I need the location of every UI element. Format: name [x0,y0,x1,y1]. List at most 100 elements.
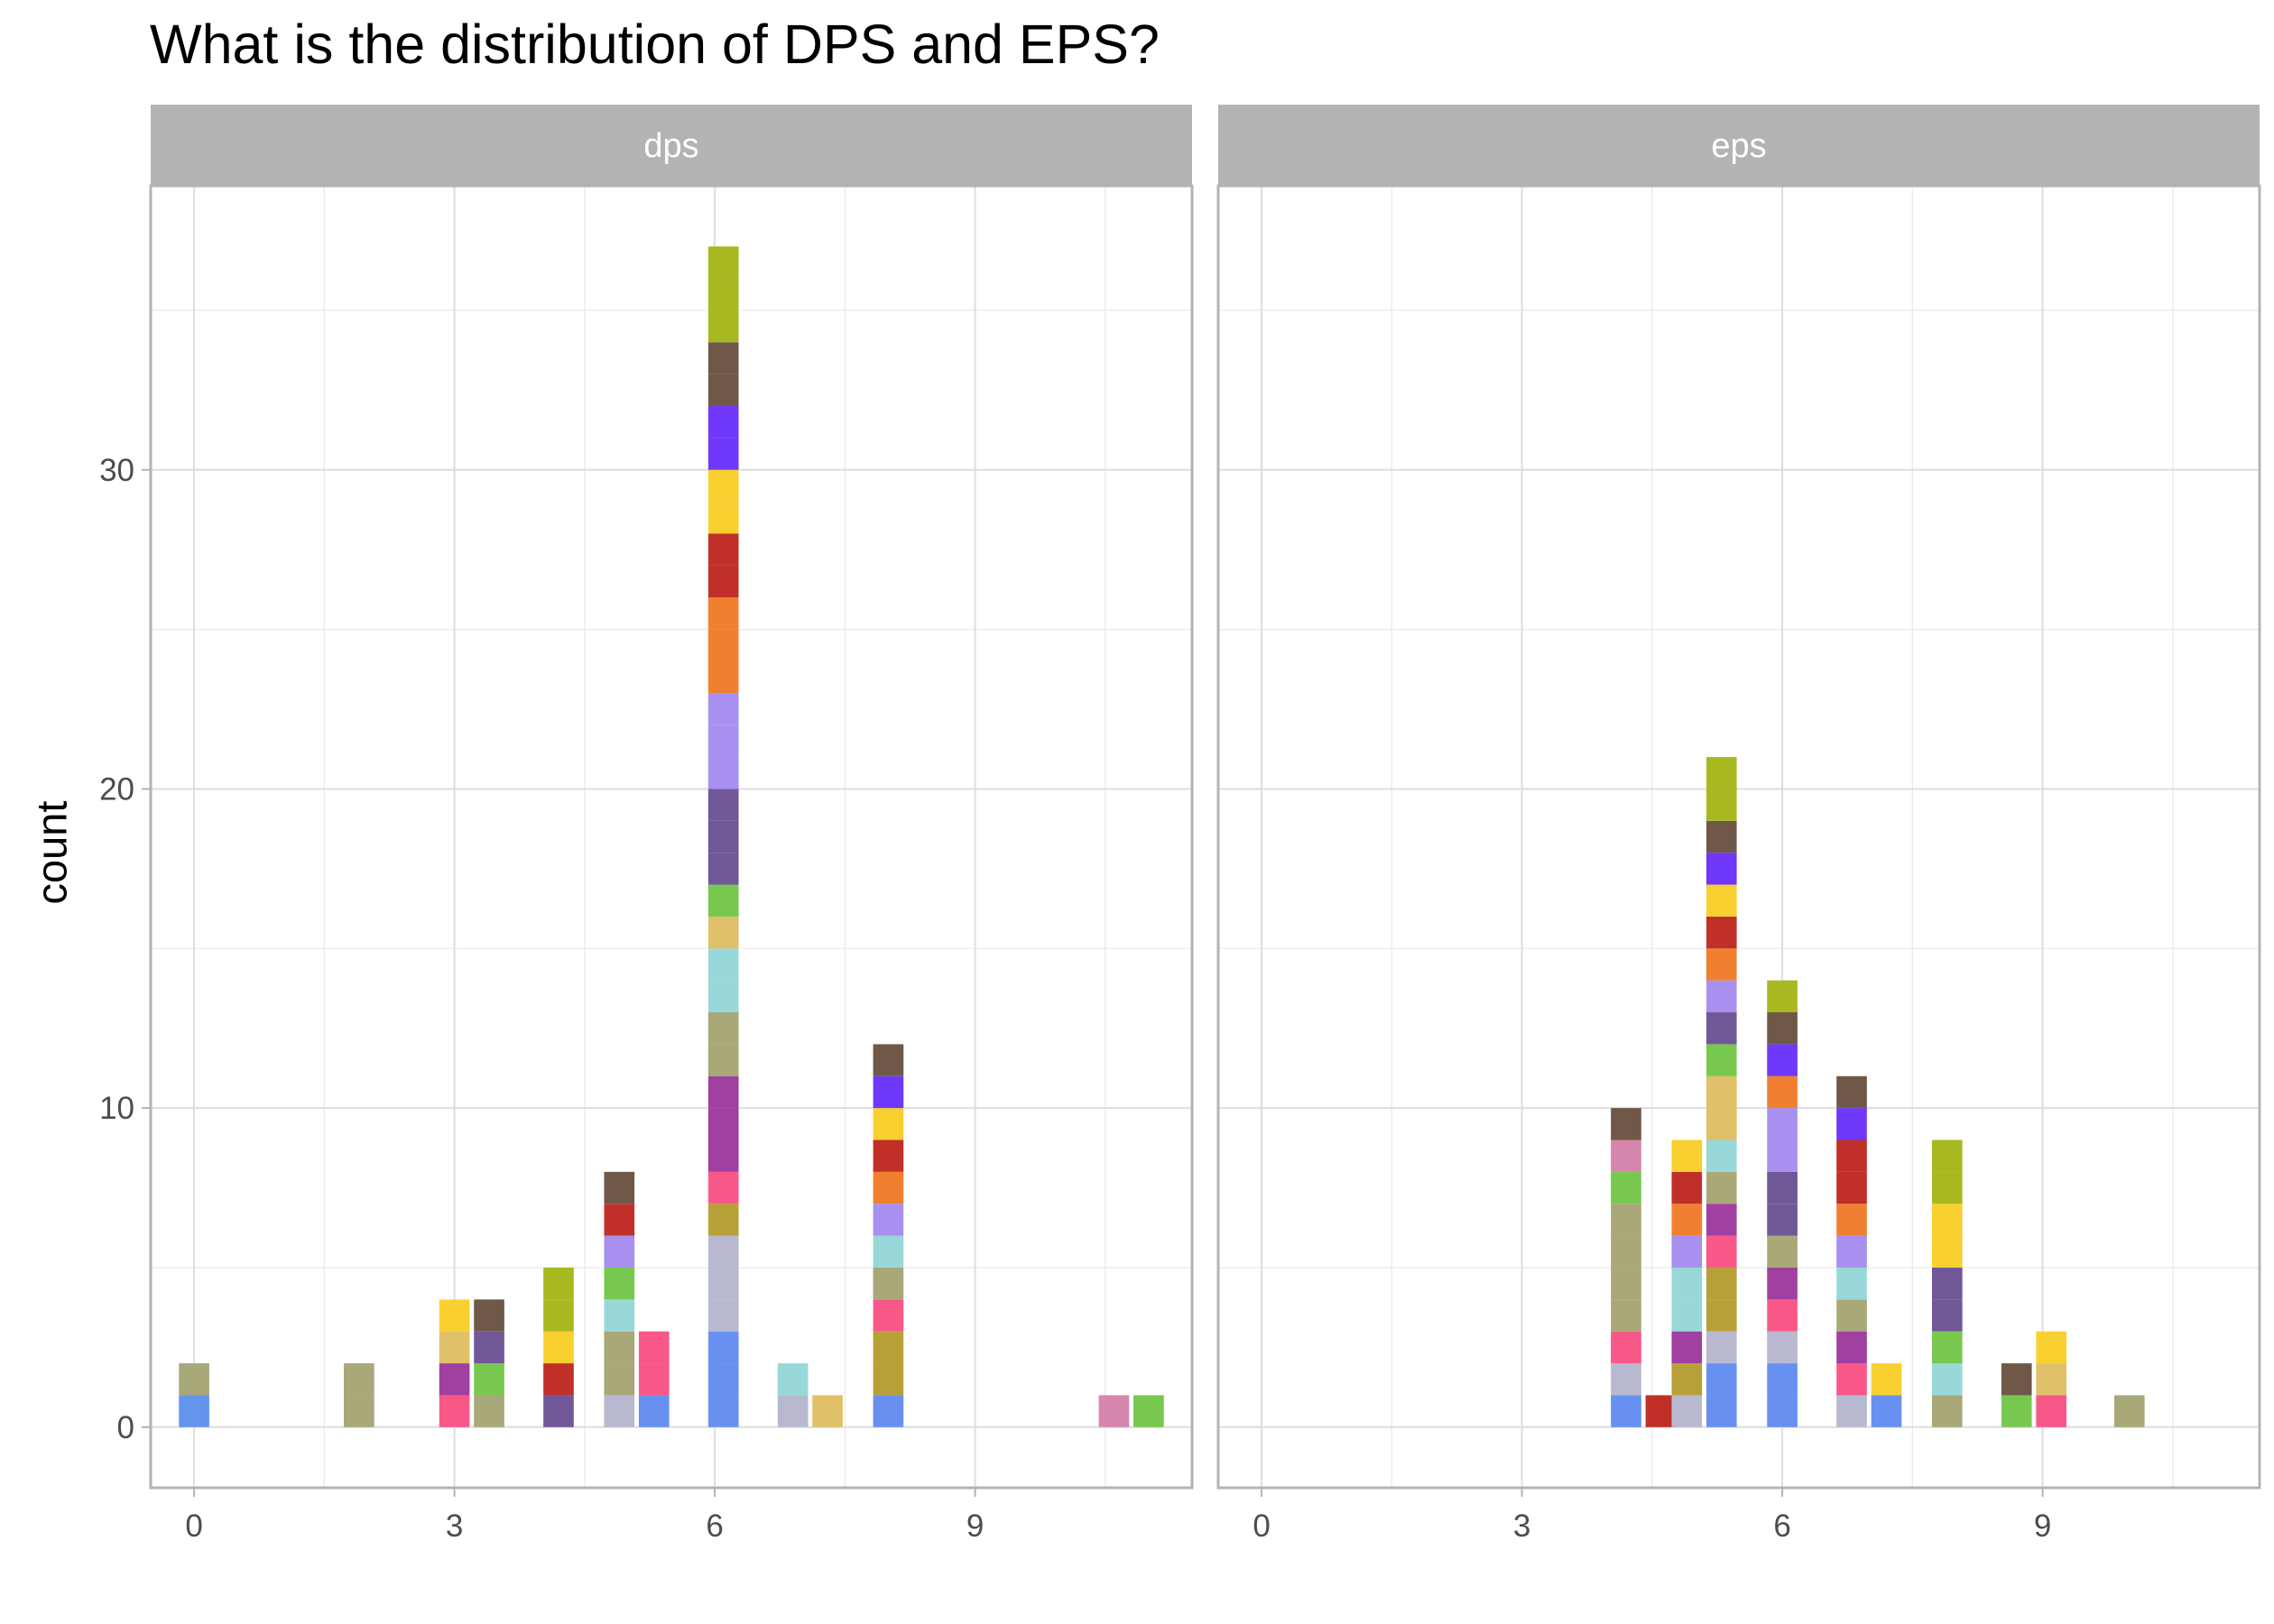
x-tick-label: 6 [1773,1509,1790,1544]
bar-segment-eps-7-8 [1931,1140,1963,1172]
bar-segment-eps-2-2 [1671,1331,1703,1364]
bar-segment-dps-7-22 [707,693,739,725]
bar-segment-dps-4-0 [543,1395,574,1427]
bar-segment-dps-5-2 [604,1331,635,1364]
bar-segment-dps-11-0 [1098,1395,1130,1427]
bar-segment-dps-7-18 [707,820,739,854]
bar-segment-dps-10-3 [873,1299,904,1332]
bar-segment-dps-1-0 [343,1395,374,1427]
bar-segment-dps-0-0 [179,1395,209,1427]
bar-segment-eps-3-3 [1706,1299,1737,1332]
bar-segment-dps-5-1 [604,1363,635,1396]
bar-segment-eps-3-4 [1706,1267,1737,1300]
bar-segment-dps-7-17 [707,853,739,885]
bar-segment-dps-7-33 [707,342,739,374]
chart-title: What is the distribution of DPS and EPS? [150,14,1160,75]
bar-segment-dps-4-2 [543,1331,574,1364]
bar-segment-eps-3-9 [1706,1108,1737,1140]
bar-segment-eps-4-11 [1767,1044,1798,1076]
bar-segment-eps-3-12 [1706,1012,1737,1045]
bar-segment-eps-0-8 [1611,1140,1641,1172]
y-tick-label: 20 [99,771,134,807]
bar-segment-dps-7-7 [707,1171,739,1204]
bar-segment-eps-3-2 [1706,1331,1737,1364]
bar-segment-dps-7-5 [707,1235,739,1268]
bar-segment-dps-4-1 [543,1363,574,1396]
bar-segment-eps-2-0 [1671,1395,1703,1427]
bar-segment-eps-0-6 [1611,1204,1641,1236]
bar-segment-dps-10-2 [873,1331,904,1364]
y-tick-label: 30 [99,453,134,488]
bar-segment-dps-7-19 [707,789,739,821]
x-tick-label: 0 [185,1509,202,1544]
bar-segment-dps-8-0 [777,1395,809,1427]
panel-background-dps [151,186,1192,1488]
bar-segment-eps-7-2 [1931,1331,1963,1364]
bar-segment-dps-7-15 [707,916,739,949]
bar-segment-dps-10-8 [873,1140,904,1172]
bar-segment-dps-10-5 [873,1235,904,1268]
bar-segment-eps-0-0 [1611,1395,1641,1427]
bar-segment-dps-3-2 [474,1331,504,1364]
bar-segment-eps-5-5 [1836,1235,1867,1268]
bar-segment-eps-4-13 [1767,980,1798,1013]
bar-segment-dps-7-31 [707,406,739,438]
bar-segment-dps-7-6 [707,1204,739,1236]
bar-segment-dps-5-6 [604,1204,635,1236]
bar-segment-dps-2-2 [439,1331,470,1364]
bar-segment-dps-9-0 [812,1395,843,1427]
bar-segment-dps-3-0 [474,1395,504,1427]
bar-segment-eps-0-9 [1611,1108,1641,1140]
bar-segment-eps-9-2 [2036,1331,2067,1364]
bar-segment-eps-7-0 [1931,1395,1963,1427]
facet-strip-label: dps [643,127,698,165]
bar-segment-eps-5-9 [1836,1108,1867,1140]
bar-segment-dps-7-23 [707,660,739,694]
bar-segment-eps-5-8 [1836,1140,1867,1172]
bar-segment-eps-4-3 [1767,1299,1798,1332]
bar-segment-dps-5-3 [604,1299,635,1332]
bar-segment-dps-7-21 [707,724,739,758]
bar-segment-dps-7-9 [707,1108,739,1140]
bar-segment-eps-7-6 [1931,1204,1963,1236]
bar-segment-eps-9-1 [2036,1363,2067,1396]
bar-segment-eps-3-14 [1706,948,1737,981]
bar-segment-dps-7-1 [707,1363,739,1396]
bar-segment-dps-2-3 [439,1299,470,1332]
bar-segment-dps-10-0 [873,1395,904,1427]
bar-segment-dps-7-32 [707,374,739,407]
bar-segment-eps-8-1 [2001,1363,2032,1396]
x-tick-label: 0 [1253,1509,1270,1544]
bar-segment-dps-4-3 [543,1299,574,1332]
bar-segment-dps-7-10 [707,1075,739,1109]
bar-segment-eps-7-7 [1931,1171,1963,1204]
bar-segment-eps-3-8 [1706,1140,1737,1172]
x-tick-label: 9 [966,1509,984,1544]
bar-segment-dps-10-7 [873,1171,904,1204]
bar-segment-eps-4-4 [1767,1267,1798,1300]
bar-segment-eps-5-4 [1836,1267,1867,1300]
bar-segment-eps-3-19 [1706,789,1737,821]
bar-segment-dps-3-3 [474,1299,504,1332]
bar-segment-dps-10-1 [873,1363,904,1396]
bar-segment-eps-2-3 [1671,1299,1703,1332]
bar-segment-dps-7-0 [707,1395,739,1427]
bar-segment-dps-7-24 [707,629,739,661]
bar-segment-eps-6-0 [1871,1395,1902,1427]
bar-segment-dps-7-26 [707,565,739,598]
bar-segment-eps-4-8 [1767,1140,1798,1172]
bar-segment-eps-3-6 [1706,1204,1737,1236]
bar-segment-dps-7-3 [707,1299,739,1332]
bar-segment-eps-3-16 [1706,884,1737,917]
bar-segment-eps-3-5 [1706,1235,1737,1268]
bar-segment-dps-0-1 [179,1363,209,1396]
bar-segment-dps-3-1 [474,1363,504,1396]
bar-segment-dps-7-14 [707,948,739,981]
bar-segment-eps-2-8 [1671,1140,1703,1172]
bar-segment-eps-8-0 [2001,1395,2032,1427]
bar-segment-eps-4-12 [1767,1012,1798,1045]
bar-segment-eps-7-1 [1931,1363,1963,1396]
bar-segment-dps-1-1 [343,1363,374,1396]
bar-segment-eps-0-7 [1611,1171,1641,1204]
bar-segment-dps-10-4 [873,1267,904,1300]
